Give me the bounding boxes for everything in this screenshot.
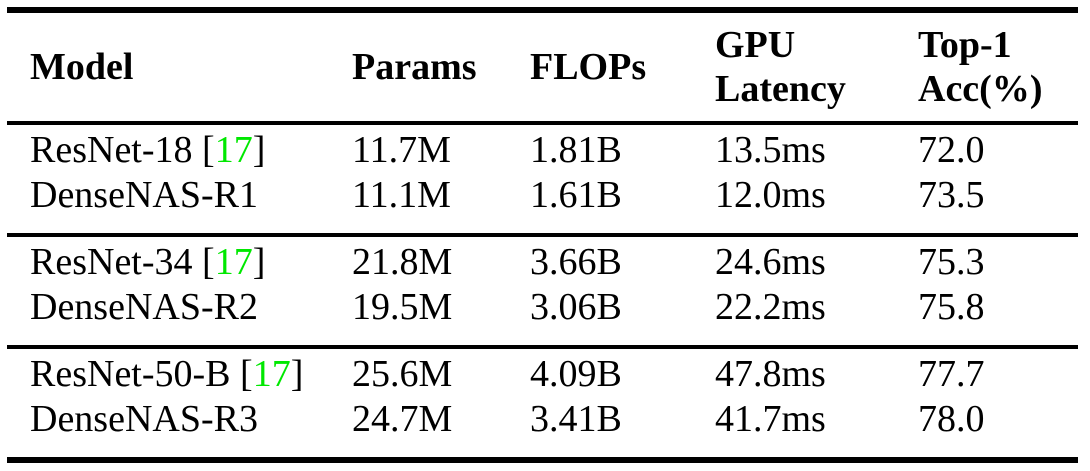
model-name: DenseNAS-R1 bbox=[30, 174, 258, 216]
params-cell: 25.6M bbox=[352, 353, 453, 395]
top1-acc-cell: 75.3 bbox=[918, 241, 985, 283]
flops-cell: 3.66B bbox=[530, 241, 622, 283]
column-header-params: Params bbox=[352, 46, 477, 88]
table-row: DenseNAS-R2 19.5M 3.06B 22.2ms 75.8 bbox=[7, 285, 1078, 347]
citation-bracket-close: ] bbox=[252, 129, 266, 171]
column-header-model: Model bbox=[30, 46, 134, 88]
gpu-latency-cell: 41.7ms bbox=[715, 398, 826, 440]
top1-acc-cell: 72.0 bbox=[918, 129, 985, 171]
params-cell: 19.5M bbox=[352, 286, 453, 328]
model-name: ResNet-34 bbox=[30, 241, 193, 283]
citation-bracket-open: [ bbox=[192, 241, 215, 283]
flops-cell: 1.81B bbox=[530, 129, 622, 171]
table-group: ResNet-34 [17] 21.8M 3.66B 24.6ms 75.3 D… bbox=[7, 235, 1078, 347]
table-row: ResNet-50-B [17] 25.6M 4.09B 47.8ms 77.7 bbox=[7, 347, 1078, 397]
model-cell: ResNet-18 [17] bbox=[7, 123, 352, 173]
model-cell: DenseNAS-R1 bbox=[7, 173, 352, 235]
results-table: Model Params FLOPs GPU Latency Top-1 Acc… bbox=[7, 7, 1078, 463]
citation-bracket-close: ] bbox=[252, 241, 266, 283]
citation-link[interactable]: 17 bbox=[214, 129, 253, 171]
citation-bracket-close: ] bbox=[290, 353, 304, 395]
table-row: ResNet-18 [17] 11.7M 1.81B 13.5ms 72.0 bbox=[7, 123, 1078, 173]
flops-cell: 3.06B bbox=[530, 286, 622, 328]
params-cell: 11.1M bbox=[352, 174, 451, 216]
model-name: ResNet-18 bbox=[30, 129, 193, 171]
table-row: DenseNAS-R3 24.7M 3.41B 41.7ms 78.0 bbox=[7, 397, 1078, 460]
params-cell: 21.8M bbox=[352, 241, 453, 283]
top1-acc-cell: 78.0 bbox=[918, 398, 985, 440]
column-header-gpu-latency: GPU Latency bbox=[715, 24, 846, 110]
model-cell: DenseNAS-R2 bbox=[7, 285, 352, 347]
table-group: ResNet-18 [17] 11.7M 1.81B 13.5ms 72.0 D… bbox=[7, 123, 1078, 235]
table-row: DenseNAS-R1 11.1M 1.61B 12.0ms 73.5 bbox=[7, 173, 1078, 235]
top1-acc-cell: 73.5 bbox=[918, 174, 985, 216]
gpu-latency-cell: 24.6ms bbox=[715, 241, 826, 283]
header-row: Model Params FLOPs GPU Latency Top-1 Acc… bbox=[7, 10, 1078, 123]
column-header-flops: FLOPs bbox=[530, 46, 647, 88]
model-cell: ResNet-50-B [17] bbox=[7, 347, 352, 397]
flops-cell: 4.09B bbox=[530, 353, 622, 395]
params-cell: 11.7M bbox=[352, 129, 451, 171]
gpu-latency-cell: 12.0ms bbox=[715, 174, 826, 216]
gpu-latency-cell: 13.5ms bbox=[715, 129, 826, 171]
column-header-top1-acc: Top-1 Acc(%) bbox=[918, 24, 1043, 110]
table-group: ResNet-50-B [17] 25.6M 4.09B 47.8ms 77.7… bbox=[7, 347, 1078, 460]
model-cell: DenseNAS-R3 bbox=[7, 397, 352, 460]
params-cell: 24.7M bbox=[352, 398, 453, 440]
flops-cell: 1.61B bbox=[530, 174, 622, 216]
gpu-latency-cell: 47.8ms bbox=[715, 353, 826, 395]
citation-bracket-open: [ bbox=[192, 129, 215, 171]
citation-link[interactable]: 17 bbox=[214, 241, 253, 283]
top1-acc-cell: 75.8 bbox=[918, 286, 985, 328]
table-header: Model Params FLOPs GPU Latency Top-1 Acc… bbox=[7, 10, 1078, 123]
model-name: ResNet-50-B bbox=[30, 353, 231, 395]
citation-bracket-open: [ bbox=[230, 353, 253, 395]
model-cell: ResNet-34 [17] bbox=[7, 235, 352, 285]
flops-cell: 3.41B bbox=[530, 398, 622, 440]
model-name: DenseNAS-R3 bbox=[30, 398, 258, 440]
gpu-latency-cell: 22.2ms bbox=[715, 286, 826, 328]
table-row: ResNet-34 [17] 21.8M 3.66B 24.6ms 75.3 bbox=[7, 235, 1078, 285]
citation-link[interactable]: 17 bbox=[252, 353, 291, 395]
top1-acc-cell: 77.7 bbox=[918, 353, 985, 395]
model-name: DenseNAS-R2 bbox=[30, 286, 258, 328]
